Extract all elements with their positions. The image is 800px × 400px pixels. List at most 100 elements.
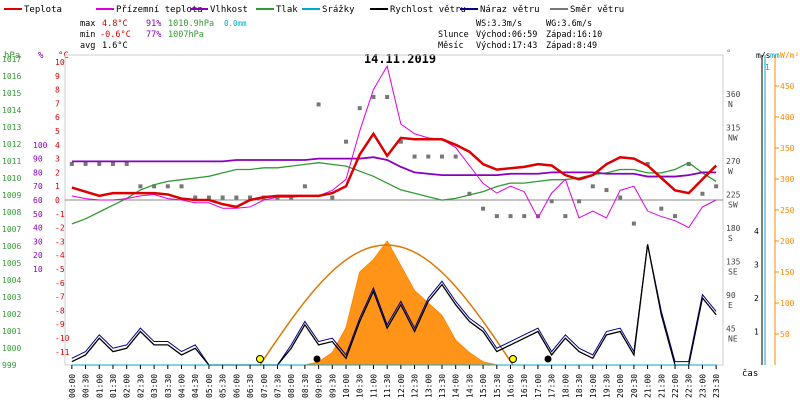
stats-max-rain: 0.0mm bbox=[224, 19, 247, 28]
x-tick-label: 23:30 bbox=[712, 374, 721, 398]
tick-temp-0: 0 bbox=[55, 196, 60, 205]
tick-dir-label-nw: NW bbox=[728, 134, 738, 143]
x-tick-label: 00:00 bbox=[68, 374, 77, 398]
series-wind-dir-point bbox=[97, 162, 102, 166]
legend-label-rychlost-vetru: Rychlost větru bbox=[390, 5, 466, 15]
x-tick-label: 07:00 bbox=[260, 374, 269, 398]
series-wind-dir-point bbox=[563, 214, 568, 219]
tick-dir-label-ne: NE bbox=[728, 335, 738, 344]
tick-dir-value-225: 225 bbox=[726, 191, 741, 200]
sun-rise: Východ:06:59 bbox=[476, 30, 537, 40]
legend-label-srazky: Srážky bbox=[322, 5, 355, 15]
unit-hpa: hPa bbox=[4, 51, 20, 61]
x-axis-label: čas bbox=[742, 368, 758, 379]
legend-label-smer-vetru: Směr větru bbox=[570, 5, 624, 15]
series-wind-dir-point bbox=[426, 154, 431, 159]
series-wind-speed-line bbox=[71, 244, 717, 366]
tick-pressure-999: 999 bbox=[2, 361, 17, 370]
series-wind-dir-point bbox=[138, 184, 143, 189]
tick-dir-label-sw: SW bbox=[728, 201, 738, 210]
sun-set: Západ:16:10 bbox=[546, 30, 602, 40]
series-wind-dir-point bbox=[371, 95, 376, 99]
tick-temp-2: 2 bbox=[55, 168, 60, 177]
tick-rain-1: 1 bbox=[765, 63, 770, 72]
tick-pressure-1015: 1015 bbox=[2, 89, 21, 98]
legend-label-naraz-vetru: Náraz větru bbox=[480, 5, 540, 15]
x-tick-label: 22:30 bbox=[685, 374, 694, 398]
tick-temp--9: -9 bbox=[55, 320, 65, 329]
series-wind-dir-point bbox=[165, 184, 170, 189]
x-tick-label: 01:30 bbox=[109, 374, 118, 398]
tick-dir-value-135: 135 bbox=[726, 258, 741, 267]
tick-dir-label-s: S bbox=[728, 234, 733, 243]
series-wind-dir-point bbox=[344, 139, 349, 144]
tick-wind-4: 4 bbox=[754, 227, 759, 236]
series-wind-dir-point bbox=[494, 214, 499, 219]
tick-pressure-1008: 1008 bbox=[2, 208, 21, 217]
tick-dir-value-45: 45 bbox=[726, 325, 736, 334]
series-wind-dir-point bbox=[398, 139, 403, 144]
x-tick-label: 06:30 bbox=[246, 374, 255, 398]
sun-path-curve bbox=[259, 244, 514, 366]
x-tick-label: 08:00 bbox=[287, 374, 296, 398]
tick-wind-3: 3 bbox=[754, 261, 759, 270]
series-wind-dir-point bbox=[193, 195, 198, 200]
moon-rise: Východ:17:43 bbox=[476, 41, 537, 51]
x-tick-label: 21:00 bbox=[644, 374, 653, 398]
series-gust-line bbox=[71, 244, 717, 366]
legend-label-vlhkost: Vlhkost bbox=[210, 5, 248, 15]
legend: Teplota Přízemní teplota Vlhkost Tlak Sr… bbox=[4, 5, 624, 15]
series-wind-dir-point bbox=[248, 195, 253, 200]
tick-temp-1: 1 bbox=[55, 182, 60, 191]
moon-set: Západ:8:49 bbox=[546, 41, 597, 51]
tick-temp--8: -8 bbox=[55, 306, 65, 315]
tick-temp--3: -3 bbox=[55, 237, 65, 246]
left-axis-ticks: 9991000100110021003100410051006100710081… bbox=[2, 55, 70, 370]
stats-max-label: max bbox=[80, 19, 95, 29]
tick-humidity-70: 70 bbox=[33, 182, 43, 191]
moon-label: Měsíc bbox=[438, 41, 464, 51]
moonset-marker bbox=[313, 355, 321, 363]
series-wind-dir-point bbox=[179, 184, 184, 189]
tick-dir-label-se: SE bbox=[728, 268, 738, 277]
series-wind-dir-point bbox=[577, 199, 582, 204]
sunrise-marker bbox=[256, 355, 264, 363]
stats-avg-label: avg bbox=[80, 41, 95, 51]
series-wind-dir-point bbox=[508, 214, 513, 219]
x-tick-label: 02:00 bbox=[123, 374, 132, 398]
series-wind-dir-point bbox=[549, 199, 554, 204]
x-tick-label: 11:00 bbox=[369, 374, 378, 398]
stats-min-label: min bbox=[80, 30, 95, 40]
tick-temp-4: 4 bbox=[55, 141, 60, 150]
series-wind-dir-point bbox=[330, 195, 335, 200]
tick-dir-value-315: 315 bbox=[726, 124, 741, 133]
tick-solar-200: 200 bbox=[780, 237, 795, 246]
x-tick-label: 12:30 bbox=[411, 374, 420, 398]
series-wind-dir-point bbox=[316, 102, 321, 107]
series-wind-dir-point bbox=[686, 162, 691, 166]
x-tick-label: 13:00 bbox=[424, 374, 433, 398]
tick-humidity-50: 50 bbox=[33, 210, 43, 219]
series-wind-dir-point bbox=[590, 184, 595, 189]
tick-solar-350: 350 bbox=[780, 144, 795, 153]
x-tick-label: 22:00 bbox=[671, 374, 680, 398]
tick-temp-9: 9 bbox=[55, 72, 60, 81]
series-pressure-line bbox=[71, 161, 717, 225]
series-wind-dir-point bbox=[659, 206, 664, 211]
tick-pressure-1004: 1004 bbox=[2, 276, 21, 285]
tick-pressure-1007: 1007 bbox=[2, 225, 21, 234]
series-wind-dir-point bbox=[604, 188, 609, 193]
tick-humidity-90: 90 bbox=[33, 155, 43, 164]
series-wind-dir-point bbox=[206, 195, 211, 200]
tick-pressure-1012: 1012 bbox=[2, 140, 21, 149]
tick-pressure-1006: 1006 bbox=[2, 242, 21, 251]
tick-humidity-30: 30 bbox=[33, 237, 43, 246]
tick-pressure-1001: 1001 bbox=[2, 327, 21, 336]
series-wind-dir-point bbox=[481, 206, 486, 211]
series-wind-dir-point bbox=[673, 214, 678, 219]
tick-pressure-1002: 1002 bbox=[2, 310, 21, 319]
stats-max-press: 1010.9hPa bbox=[168, 19, 214, 29]
tick-solar-250: 250 bbox=[780, 206, 795, 215]
unit-pct: % bbox=[38, 51, 44, 61]
series-wind-dir-point bbox=[220, 195, 225, 200]
